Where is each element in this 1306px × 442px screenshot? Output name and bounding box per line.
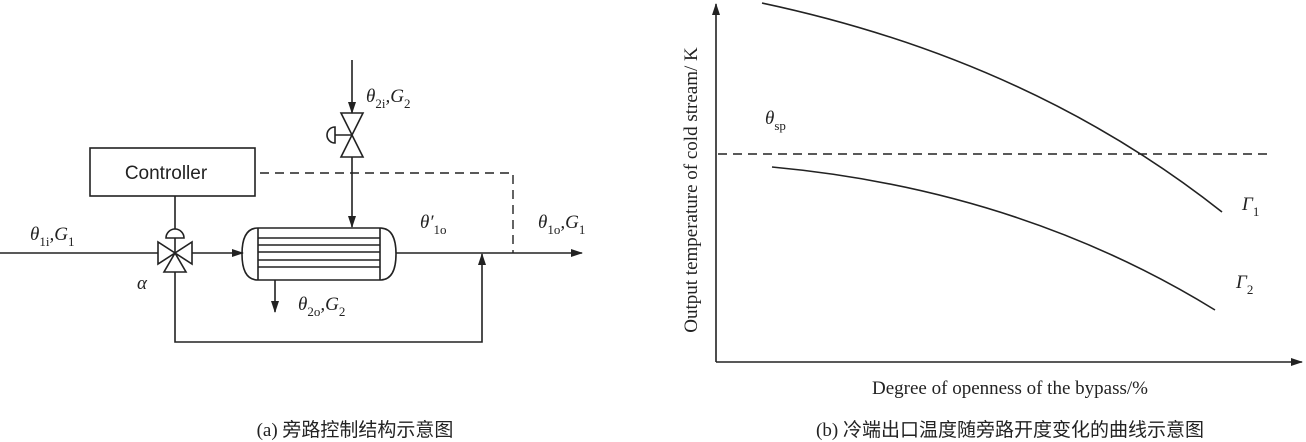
symbol: Γ (1235, 272, 1248, 293)
stream-label: θ1i,G1 (30, 224, 74, 249)
subscript: 1i (39, 234, 50, 249)
tubes (258, 237, 380, 268)
subscript: 2 (1247, 282, 1254, 297)
curve-label: Γ1 (1241, 194, 1259, 219)
subscript: 2 (339, 304, 346, 319)
subscript: sp (774, 118, 786, 133)
subscript: 2 (404, 96, 411, 111)
stream-label: θ1o,G1 (538, 212, 585, 237)
symbol: θ (366, 86, 375, 107)
caption: (a) 旁路控制结构示意图 (257, 419, 454, 441)
symbol: θ (538, 212, 547, 233)
symbol: θ (765, 108, 774, 129)
subscript: 1 (579, 222, 586, 237)
subscript: 1 (1253, 204, 1260, 219)
controller-box (89, 147, 256, 197)
setpoint-label: θsp (765, 108, 786, 133)
curve-label: Γ2 (1235, 272, 1253, 297)
symbol: Γ (1241, 194, 1254, 215)
stream-label: θ2o,G2 (298, 294, 345, 319)
symbol: θ (298, 294, 307, 315)
measurement-line (260, 172, 514, 253)
symbol: ,G (385, 86, 404, 107)
trend-sketch: Output temperature of cold stream/ K Deg… (681, 2, 1303, 441)
controller-label: Controller (125, 163, 208, 184)
subscript: 2i (375, 96, 386, 111)
x-axis-label: Degree of openness of the bypass/% (872, 378, 1148, 399)
subscript: 1 (68, 234, 75, 249)
process-diagram: Controller α θ1i,G1 θ2i,G2 θ′1o θ1o,G1 θ… (0, 60, 585, 441)
subscript: 1o (434, 222, 447, 237)
subscript: 2o (307, 304, 320, 319)
stream-label: θ′1o (420, 212, 447, 237)
y-axis-label: Output temperature of cold stream/ K (681, 47, 702, 333)
curve-2 (771, 166, 1216, 311)
bypass-line (174, 253, 486, 343)
symbol: θ (30, 224, 39, 245)
heat-exchanger (241, 227, 397, 281)
symbol: ,G (49, 224, 68, 245)
stream-label: θ2i,G2 (366, 86, 410, 111)
valve-actuator (326, 126, 336, 144)
curve-1 (761, 2, 1223, 213)
symbol: ,G (320, 294, 339, 315)
subscript: 1o (547, 222, 560, 237)
symbol: θ′ (420, 212, 434, 233)
alpha-label: α (137, 273, 148, 294)
caption: (b) 冷端出口温度随旁路开度变化的曲线示意图 (816, 419, 1204, 441)
symbol: ,G (560, 212, 579, 233)
valve-actuator (165, 228, 185, 239)
